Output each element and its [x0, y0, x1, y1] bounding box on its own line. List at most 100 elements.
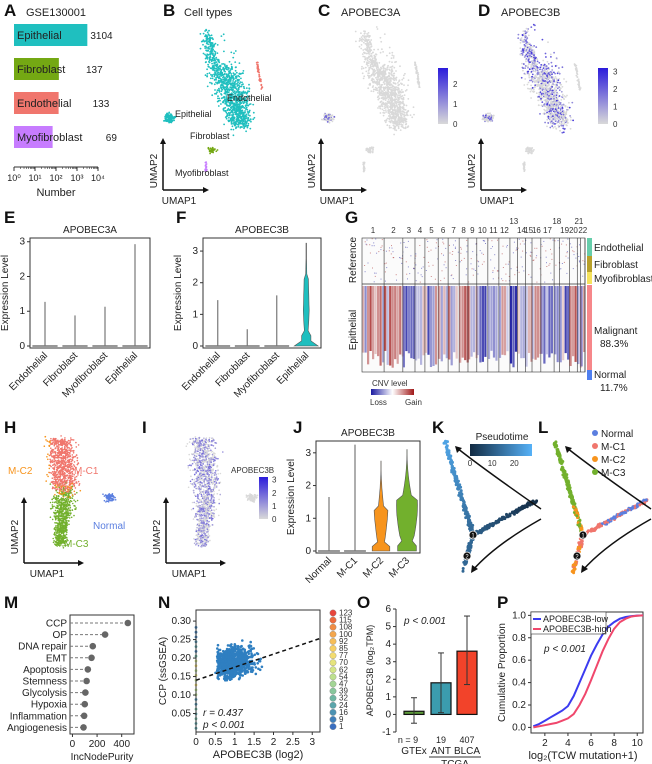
umap-point-epithelial	[557, 124, 560, 127]
cnv-stripe	[562, 286, 565, 361]
umap-point-epithelial	[559, 107, 562, 110]
umap-point-epithelial	[229, 104, 232, 107]
umap-point-epithelial	[222, 63, 225, 65]
cnv-speckle	[426, 239, 428, 241]
umap-point-epithelial	[220, 35, 223, 37]
umap-point-epithelial	[208, 56, 211, 59]
umap-point-epithelial	[534, 57, 537, 60]
umap-point-epithelial	[374, 86, 377, 89]
umap-point-epithelial	[368, 60, 370, 63]
umap-point-epithelial	[215, 92, 218, 95]
umap-point-epithelial	[391, 84, 394, 87]
umap-point-epithelial	[561, 119, 564, 122]
cnv-speckle	[460, 252, 462, 254]
umap-point-epithelial	[223, 123, 226, 126]
umap-point-epithelial	[232, 93, 235, 96]
cluster-label-epithelial: Epithelial	[175, 109, 212, 119]
cnv-speckle	[567, 238, 569, 240]
cnv-speckle	[578, 260, 580, 262]
umap-point-epithelial	[379, 36, 382, 39]
umap-point-epithelial	[552, 110, 555, 113]
umap-point-epithelial	[211, 74, 214, 76]
umap-point	[46, 473, 48, 476]
umap-point-epithelial	[545, 68, 548, 70]
umap-point-epithelial	[216, 44, 219, 46]
umap-point-epithelial	[211, 58, 214, 61]
umap-point-epithelial	[385, 102, 387, 104]
cnv-speckle	[428, 265, 430, 267]
cnv-stripe	[492, 286, 496, 358]
x-tick-label: Epithelial	[275, 350, 311, 386]
umap-point-epithelial	[533, 54, 535, 57]
umap-point-epithelial	[237, 88, 240, 91]
cnv-speckle	[450, 275, 452, 277]
umap-point-epithelial	[378, 73, 381, 75]
umap-point-epithelial	[543, 70, 546, 72]
umap-point-epithelial	[225, 117, 228, 120]
umap-point-epithelial	[215, 61, 218, 63]
umap-point-epithelial	[207, 34, 210, 36]
umap-point-epithelial	[211, 53, 214, 56]
umap-point-epithelial	[221, 101, 224, 103]
umap-point-epithelial	[530, 26, 533, 28]
panel-label-j: J	[293, 418, 302, 437]
umap-point-epithelial	[554, 125, 556, 128]
umap-point-epithelial	[486, 115, 489, 117]
cnv-stripe	[405, 286, 408, 352]
umap-point-epithelial	[535, 92, 538, 95]
cnv-speckle	[554, 240, 556, 242]
umap-point-epithelial	[326, 121, 329, 123]
cnv-stripe	[556, 286, 559, 363]
umap-point-epithelial	[403, 111, 406, 114]
annotation-label-malignant: Malignant	[594, 326, 638, 337]
umap-point-epithelial	[540, 104, 543, 107]
umap-point-epithelial	[327, 118, 329, 121]
umap-point-epithelial	[537, 81, 540, 83]
umap-point-epithelial	[234, 69, 237, 72]
umap-point-epithelial	[234, 96, 237, 98]
umap-point-epithelial	[223, 107, 225, 110]
cnv-speckle	[530, 242, 532, 244]
umap-point-epithelial	[524, 48, 527, 51]
umap-point-epithelial	[166, 112, 169, 115]
cluster-label-myofibroblast: Myofibroblast	[175, 168, 229, 178]
cnv-stripe	[503, 286, 507, 356]
umap-point-epithelial	[536, 60, 539, 63]
umap-point-epithelial	[548, 68, 550, 71]
y-tick-label: 2	[192, 278, 198, 289]
umap-point-epithelial	[215, 72, 217, 74]
cnv-stripe	[487, 286, 491, 359]
cnv-stripe	[501, 286, 504, 355]
cnv-stripe	[402, 286, 405, 368]
umap-point-epithelial	[216, 91, 218, 94]
umap-point-fibroblast	[369, 150, 372, 153]
umap-point-epithelial	[402, 121, 405, 124]
bar-label-myofibroblast: Myofibroblast	[17, 132, 82, 144]
cnv-stripe	[572, 286, 575, 357]
umap-point-epithelial	[527, 34, 530, 37]
umap-point-epithelial	[534, 84, 537, 87]
umap-point-epithelial	[226, 91, 229, 94]
umap-point-epithelial	[236, 115, 239, 118]
umap-point-epithelial	[527, 81, 530, 84]
umap-point-epithelial	[560, 99, 563, 101]
colorbar-tick-label: 1	[613, 103, 618, 112]
umap-point-epithelial	[369, 48, 371, 50]
umap-point-epithelial	[240, 77, 242, 80]
chromosome-label-2: 2	[391, 226, 396, 235]
umap-point-epithelial	[218, 69, 221, 71]
umap-point-epithelial	[216, 67, 219, 69]
umap-point-epithelial	[403, 116, 405, 118]
x-tick-label: Epithelial	[104, 350, 140, 386]
umap-point-epithelial	[542, 67, 545, 69]
umap-point-epithelial	[211, 42, 214, 44]
umap-point-epithelial	[557, 107, 560, 109]
cnv-speckle	[466, 268, 468, 270]
cnv-stripe	[525, 286, 528, 367]
umap-point-epithelial	[207, 53, 209, 56]
umap-point-epithelial	[229, 88, 231, 91]
umap-point-epithelial	[216, 52, 219, 54]
cnv-speckle	[490, 248, 492, 249]
cluster-label-fibroblast: Fibroblast	[190, 131, 230, 141]
umap-point-epithelial	[538, 93, 541, 96]
